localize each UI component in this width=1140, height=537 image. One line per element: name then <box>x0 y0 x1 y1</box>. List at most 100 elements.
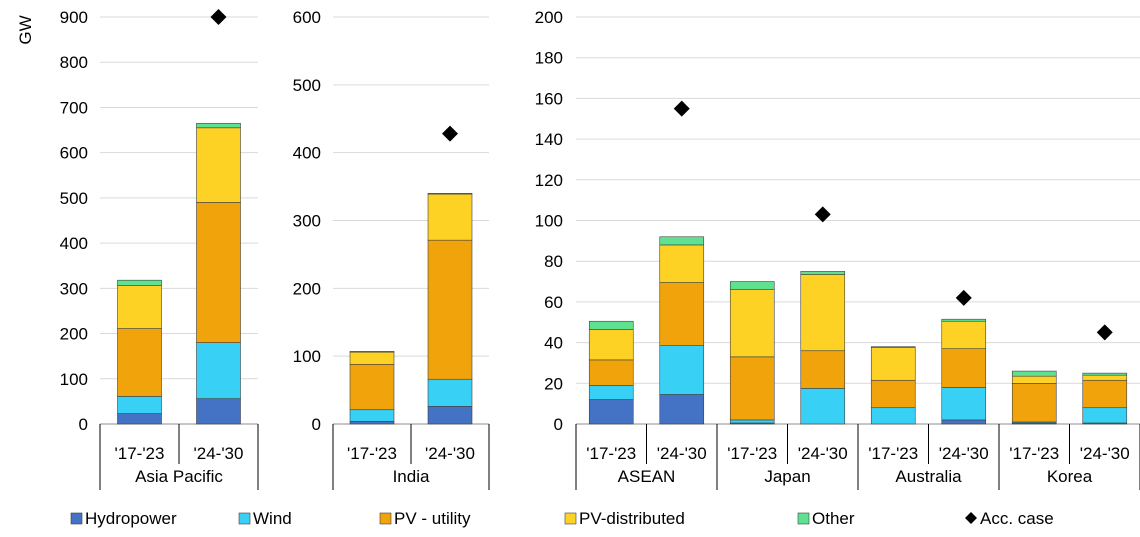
bar-segment-australia-1-other <box>941 318 987 322</box>
bar-segment-asean-0-other <box>588 320 634 330</box>
y-axis-unit-label: GW <box>16 15 35 44</box>
bar-segment-japan-0-pv-distributed <box>729 289 775 358</box>
y-tick-label: 20 <box>544 374 563 393</box>
bar-segment-korea-0-pv-utility <box>1011 382 1057 423</box>
y-tick-label: 200 <box>535 8 563 27</box>
bar-segment-india-0-other <box>349 351 395 353</box>
x-tick-label: '24-'30 <box>425 444 475 463</box>
bar-segment-asia-pacific-0-wind <box>117 396 162 414</box>
y-tick-label: 180 <box>535 49 563 68</box>
bar-segment-asia-pacific-1-wind <box>196 342 241 399</box>
bar-segment-japan-0-pv-utility <box>729 356 775 421</box>
bar-segment-asia-pacific-1-hydropower <box>196 398 241 425</box>
y-tick-label: 300 <box>293 212 321 231</box>
x-tick-label: '17-'23 <box>727 444 777 463</box>
bar-segment-australia-1-wind <box>941 387 987 421</box>
bar-segment-korea-1-pv-utility <box>1082 379 1128 409</box>
x-tick-label: '24-'30 <box>798 444 848 463</box>
x-tick-label: '17-'23 <box>1009 444 1059 463</box>
y-tick-label: 120 <box>535 171 563 190</box>
bar-segment-korea-1-pv-distributed <box>1082 374 1128 381</box>
bar-segment-japan-1-wind <box>800 388 846 425</box>
y-tick-label: 400 <box>293 144 321 163</box>
bar-segment-australia-0-other <box>870 346 916 348</box>
group-label-australia: Australia <box>895 467 962 486</box>
bar-segment-india-0-pv-distributed <box>349 351 395 365</box>
bar-segment-asia-pacific-1-pv-distributed <box>196 127 241 203</box>
y-tick-label: 0 <box>312 415 321 434</box>
group-label-asean: ASEAN <box>618 467 676 486</box>
bar-segment-india-1-pv-distributed <box>427 193 473 241</box>
bar-segment-india-0-hydropower <box>349 420 395 425</box>
bar-segment-korea-0-pv-distributed <box>1011 375 1057 384</box>
bar-segment-india-0-pv-utility <box>349 364 395 411</box>
bar-segment-australia-0-pv-utility <box>870 379 916 409</box>
bar-segment-korea-0-other <box>1011 370 1057 377</box>
legend-label-pv-utility: PV - utility <box>394 509 471 528</box>
bar-segment-australia-1-pv-utility <box>941 348 987 388</box>
y-tick-label: 100 <box>60 370 88 389</box>
group-label-india: India <box>393 467 430 486</box>
y-tick-label: 80 <box>544 252 563 271</box>
bar-segment-australia-1-pv-distributed <box>941 320 987 350</box>
y-tick-label: 600 <box>293 8 321 27</box>
legend-swatch-wind <box>238 512 251 525</box>
bar-segment-korea-1-wind <box>1082 407 1128 424</box>
legend-label-pv-distributed: PV-distributed <box>579 509 685 528</box>
legend-label-wind: Wind <box>253 509 292 528</box>
bar-segment-australia-0-pv-distributed <box>870 347 916 381</box>
group-label-korea: Korea <box>1047 467 1093 486</box>
x-tick-label: '17-'23 <box>586 444 636 463</box>
y-tick-label: 500 <box>293 76 321 95</box>
y-tick-label: 800 <box>60 53 88 72</box>
bar-segment-asean-1-hydropower <box>659 394 705 425</box>
legend-marker-acc-case <box>965 512 977 524</box>
bar-segment-india-1-pv-utility <box>427 239 473 380</box>
y-tick-label: 0 <box>79 415 88 434</box>
bar-segment-asia-pacific-0-pv-distributed <box>117 285 162 329</box>
acc-case-marker-korea <box>1096 324 1113 341</box>
bar-segment-asia-pacific-1-other <box>196 122 241 129</box>
bar-segment-korea-1-other <box>1082 372 1128 376</box>
bar-segment-japan-1-pv-utility <box>800 350 846 389</box>
group-label-asia-pacific: Asia Pacific <box>135 467 223 486</box>
x-tick-label: '24-'30 <box>1080 444 1130 463</box>
bar-segment-asean-1-other <box>659 236 705 246</box>
bar-segment-asean-0-wind <box>588 385 634 400</box>
bar-segment-japan-0-other <box>729 281 775 290</box>
acc-case-marker-asean <box>673 100 690 117</box>
group-label-japan: Japan <box>764 467 810 486</box>
acc-case-marker-india <box>442 125 458 142</box>
legend-swatch-hydropower <box>70 512 83 525</box>
y-tick-label: 300 <box>60 279 88 298</box>
acc-case-marker-asia-pacific <box>210 9 227 25</box>
y-tick-label: 400 <box>60 234 88 253</box>
x-tick-label: '24-'30 <box>657 444 707 463</box>
bar-segment-asean-1-wind <box>659 345 705 395</box>
legend-swatch-other <box>797 512 810 525</box>
legend-swatch-pv-distributed <box>564 512 577 525</box>
y-tick-label: 900 <box>60 8 88 27</box>
bar-segment-india-1-hydropower <box>427 406 473 425</box>
bar-segment-india-0-wind <box>349 409 395 422</box>
legend-label-hydropower: Hydropower <box>85 509 177 528</box>
y-tick-label: 40 <box>544 334 563 353</box>
y-tick-label: 100 <box>535 212 563 231</box>
x-tick-label: '24-'30 <box>194 444 244 463</box>
bar-segment-australia-1-hydropower <box>941 419 987 425</box>
x-tick-label: '17-'23 <box>347 444 397 463</box>
bar-segment-asean-0-pv-utility <box>588 359 634 386</box>
bar-segment-australia-0-wind <box>870 407 916 425</box>
bar-segment-india-1-wind <box>427 378 473 407</box>
bar-segment-asean-0-pv-distributed <box>588 329 634 361</box>
y-tick-label: 200 <box>60 325 88 344</box>
bar-segment-india-1-other <box>427 193 473 195</box>
x-tick-label: '24-'30 <box>939 444 989 463</box>
acc-case-marker-japan <box>814 206 831 223</box>
legend-label-other: Other <box>812 509 855 528</box>
acc-case-marker-australia <box>955 289 972 306</box>
x-tick-label: '17-'23 <box>115 444 165 463</box>
bar-segment-asean-1-pv-utility <box>659 282 705 346</box>
y-tick-label: 100 <box>293 347 321 366</box>
